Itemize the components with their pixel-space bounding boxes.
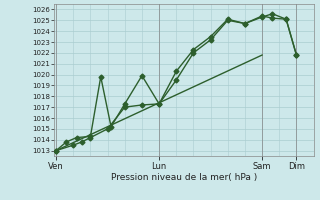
X-axis label: Pression niveau de la mer( hPa ): Pression niveau de la mer( hPa ) <box>111 173 257 182</box>
